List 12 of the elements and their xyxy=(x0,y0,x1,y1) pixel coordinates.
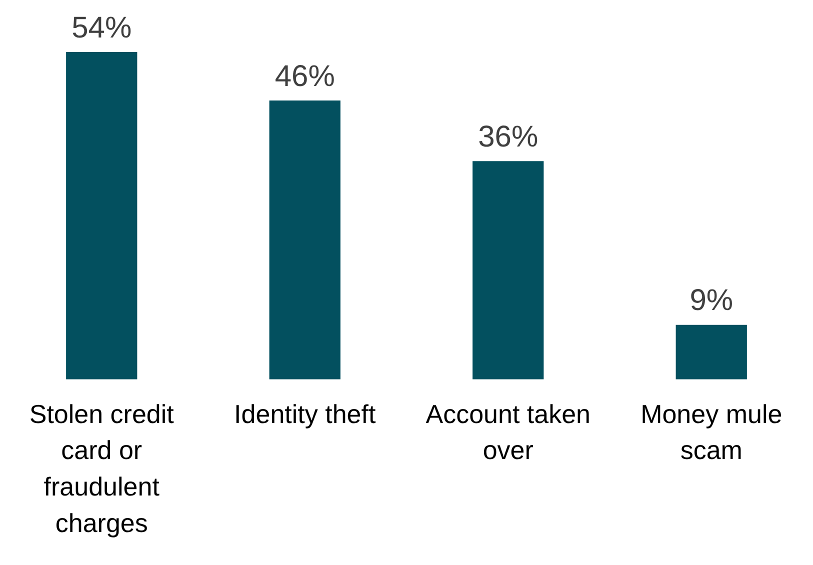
bar xyxy=(269,100,340,380)
data-label: 9% xyxy=(690,284,734,318)
x-tick-label: Money mule scam xyxy=(640,398,782,466)
bar xyxy=(472,161,544,380)
data-label: 46% xyxy=(274,60,335,93)
data-label: 36% xyxy=(478,120,538,154)
bar xyxy=(66,52,138,380)
x-tick-label: Identity theft xyxy=(234,398,376,429)
x-tick-label: Account taken over xyxy=(426,398,591,466)
data-label: 54% xyxy=(72,11,132,44)
bar xyxy=(676,324,747,380)
x-tick-label: Stolen credit card or fraudulent charges xyxy=(29,398,175,538)
